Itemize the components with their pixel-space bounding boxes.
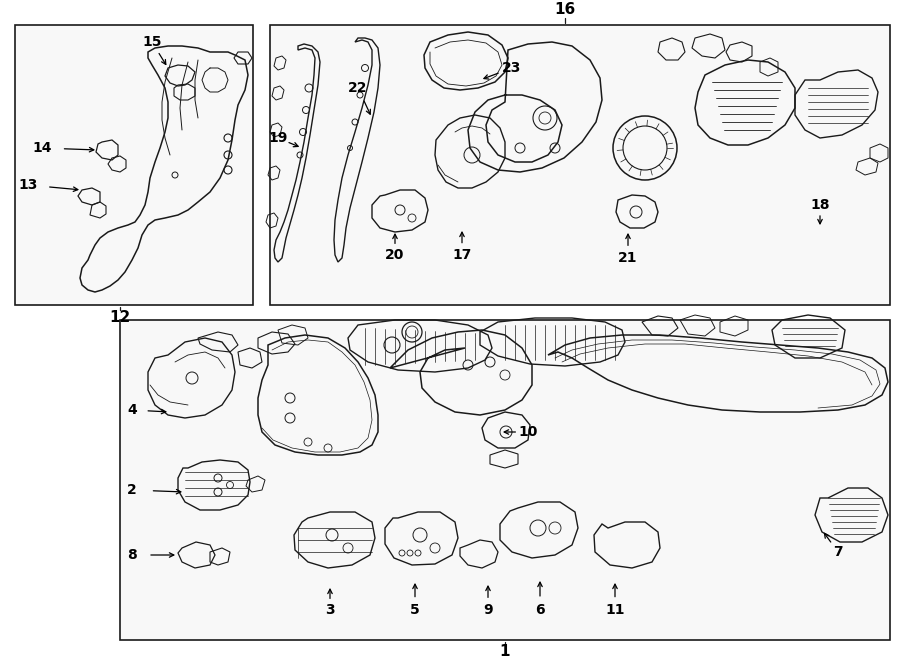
Text: 23: 23 bbox=[502, 61, 522, 75]
Text: 19: 19 bbox=[268, 131, 288, 145]
Text: 4: 4 bbox=[127, 403, 137, 417]
Text: 18: 18 bbox=[810, 198, 830, 212]
Bar bbox=[15, 25, 253, 305]
Text: 9: 9 bbox=[483, 603, 493, 617]
Text: 8: 8 bbox=[127, 548, 137, 562]
Text: 7: 7 bbox=[833, 545, 842, 559]
Text: 2: 2 bbox=[127, 483, 137, 497]
Text: 3: 3 bbox=[325, 603, 335, 617]
Text: 16: 16 bbox=[554, 3, 576, 17]
Text: 1: 1 bbox=[500, 644, 510, 660]
Bar bbox=[120, 320, 890, 640]
Text: 6: 6 bbox=[536, 603, 544, 617]
Bar bbox=[270, 25, 890, 305]
Text: 11: 11 bbox=[605, 603, 625, 617]
Text: 21: 21 bbox=[618, 251, 638, 265]
Text: 10: 10 bbox=[518, 425, 537, 439]
Text: 17: 17 bbox=[453, 248, 472, 262]
Text: 22: 22 bbox=[348, 81, 368, 95]
Text: 12: 12 bbox=[110, 311, 130, 325]
Text: 13: 13 bbox=[18, 178, 38, 192]
Text: 5: 5 bbox=[410, 603, 420, 617]
Text: 20: 20 bbox=[385, 248, 405, 262]
Text: 15: 15 bbox=[142, 35, 162, 49]
Text: 14: 14 bbox=[32, 141, 52, 155]
